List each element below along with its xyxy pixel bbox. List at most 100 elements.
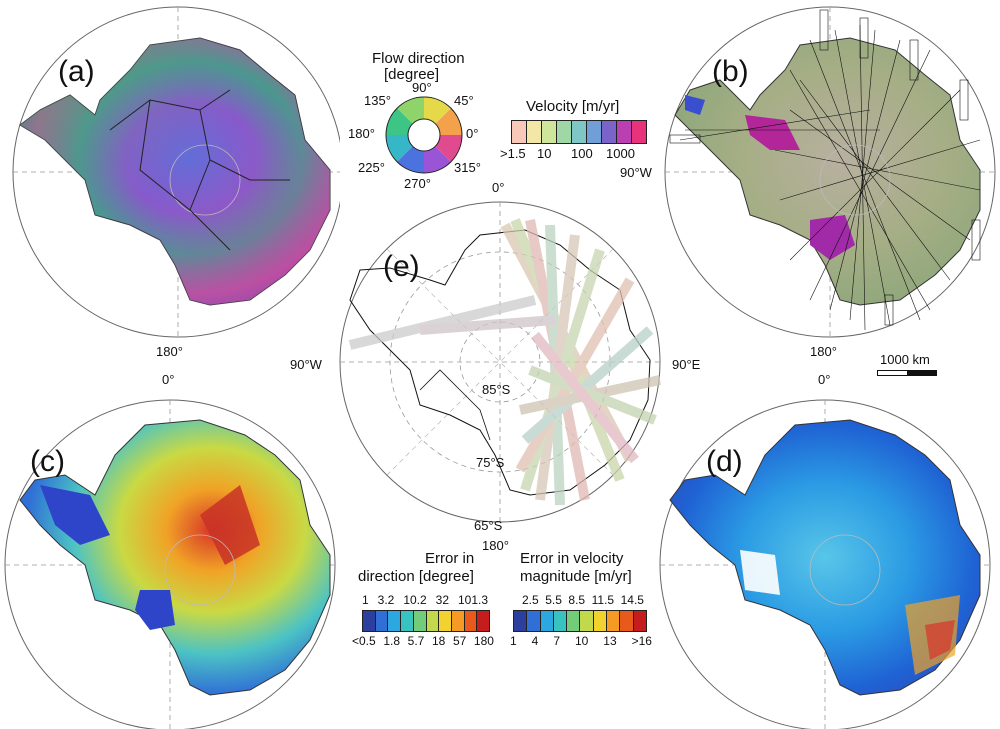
error-direction-title-line2: direction [degree] <box>358 568 474 585</box>
error-direction-top-ticks: 1 3.2 10.2 32 101.3 <box>362 593 488 607</box>
panel-e-lat-85: 85°S <box>482 382 511 397</box>
error-direction-colorbar-swatch <box>412 611 426 631</box>
error-direction-top-tick: 3.2 <box>377 593 395 607</box>
error-direction-colorbar-swatch <box>374 611 388 631</box>
error-velocity-colorbar-swatch <box>606 611 620 631</box>
velocity-colorbar <box>511 120 647 144</box>
error-velocity-colorbar-swatch <box>526 611 540 631</box>
panel-a-map <box>12 6 340 338</box>
panel-d-top-label: 0° <box>818 372 831 387</box>
velocity-legend-title: Velocity [m/yr] <box>526 98 620 115</box>
panel-b-map <box>664 6 996 338</box>
flow-direction-wheel <box>385 96 463 174</box>
velocity-tick-2: 10 <box>537 146 552 161</box>
panel-e-top-label: 0° <box>492 180 505 195</box>
error-direction-top-tick: 101.3 <box>457 593 488 607</box>
error-velocity-bottom-tick: 1 <box>510 634 517 648</box>
error-velocity-bottom-tick: 7 <box>553 634 560 648</box>
flow-tick-315: 315° <box>454 160 481 175</box>
error-direction-colorbar-swatch <box>450 611 464 631</box>
velocity-colorbar-swatch <box>586 121 601 143</box>
velocity-tick-3: 100 <box>571 146 593 161</box>
error-direction-top-tick: 1 <box>362 593 369 607</box>
error-direction-colorbar <box>362 610 490 632</box>
flow-tick-90: 90° <box>412 80 432 95</box>
flow-direction-title-line2: [degree] <box>384 66 440 83</box>
panel-c-letter: (c) <box>30 445 65 478</box>
panel-e-map <box>339 201 662 523</box>
panel-e-bottom-label: 180° <box>482 538 509 553</box>
error-direction-bottom-tick: 5.7 <box>407 634 425 648</box>
error-velocity-colorbar-swatch <box>632 611 646 631</box>
error-velocity-bottom-tick: 13 <box>603 634 617 648</box>
error-velocity-colorbar-swatch <box>552 611 567 631</box>
error-direction-colorbar-swatch <box>387 611 401 631</box>
error-velocity-bottom-tick: 4 <box>531 634 539 648</box>
velocity-colorbar-swatch <box>601 121 616 143</box>
error-direction-bottom-tick: 1.8 <box>383 634 401 648</box>
flow-tick-270: 270° <box>404 176 431 191</box>
error-direction-top-tick: 10.2 <box>403 593 427 607</box>
panel-c-antarctica <box>19 419 331 696</box>
error-velocity-colorbar-swatch <box>619 611 633 631</box>
error-direction-colorbar-swatch <box>463 611 477 631</box>
velocity-colorbar-swatch <box>526 121 541 143</box>
velocity-colorbar-swatch <box>541 121 556 143</box>
error-direction-bottom-tick: 180 <box>473 634 494 648</box>
error-direction-bottom-ticks: <0.5 1.8 5.7 18 57 180 <box>352 634 494 648</box>
panel-e-lat-75: 75°S <box>476 455 505 470</box>
flow-tick-225: 225° <box>358 160 385 175</box>
error-direction-top-tick: 32 <box>435 593 449 607</box>
panel-d-letter: (d) <box>706 445 743 478</box>
error-velocity-top-tick: 5.5 <box>545 593 562 607</box>
panel-e-antarctica-outline <box>349 229 651 496</box>
panel-e-lat-65: 65°S <box>474 518 503 533</box>
error-velocity-title-line2: magnitude [m/yr] <box>520 568 632 585</box>
panel-b-bottom-label: 180° <box>810 344 837 359</box>
panel-c-map <box>4 399 336 729</box>
velocity-colorbar-swatch <box>616 121 631 143</box>
error-velocity-colorbar-swatch <box>579 611 593 631</box>
error-direction-bottom-tick: 18 <box>431 634 446 648</box>
panel-e-tracks <box>348 218 662 506</box>
velocity-colorbar-swatch <box>512 121 526 143</box>
error-direction-colorbar-swatch <box>400 611 413 631</box>
error-direction-title-line1: Error in <box>425 550 475 567</box>
scale-bar <box>877 370 937 376</box>
error-velocity-bottom-ticks: 1 4 7 10 13 >16 <box>510 634 652 648</box>
flow-tick-0: 0° <box>466 126 479 141</box>
error-direction-colorbar-swatch <box>425 611 439 631</box>
panel-e-left-label: 90°W <box>290 357 322 372</box>
panel-e-letter: (e) <box>383 250 420 283</box>
error-velocity-colorbar-swatch <box>592 611 607 631</box>
error-direction-bottom-tick: 57 <box>452 634 467 648</box>
error-velocity-top-tick: 11.5 <box>591 593 615 607</box>
error-velocity-bottom-tick: 10 <box>574 634 589 648</box>
velocity-colorbar-swatch <box>631 121 646 143</box>
error-direction-bottom-tick: <0.5 <box>352 634 376 648</box>
error-direction-colorbar-swatch <box>363 611 375 631</box>
panel-c-top-label: 0° <box>162 372 175 387</box>
velocity-tick-1: >1.5 <box>500 146 526 161</box>
panel-b-letter: (b) <box>712 55 749 88</box>
velocity-colorbar-swatch <box>556 121 571 143</box>
error-velocity-colorbar-swatch <box>539 611 553 631</box>
error-velocity-top-ticks: 2.5 5.5 8.5 11.5 14.5 <box>522 593 644 607</box>
panel-e-right-label: 90°E <box>672 357 701 372</box>
panel-a-bottom-label: 180° <box>156 344 183 359</box>
scale-bar-label: 1000 km <box>880 352 930 367</box>
panel-b-flight-tracks <box>679 24 981 331</box>
velocity-colorbar-swatch <box>571 121 586 143</box>
error-velocity-top-tick: 2.5 <box>522 593 539 607</box>
error-velocity-colorbar-swatch <box>514 611 527 631</box>
error-direction-colorbar-swatch <box>476 611 490 631</box>
flow-tick-180: 180° <box>348 126 375 141</box>
error-velocity-colorbar <box>513 610 647 632</box>
error-velocity-title-line1: Error in velocity <box>520 550 624 567</box>
panel-b-right-label: 90°W <box>620 165 652 180</box>
panel-a-letter: (a) <box>58 55 95 88</box>
velocity-tick-4: 1000 <box>606 146 635 161</box>
panel-d-map <box>659 399 991 729</box>
error-velocity-colorbar-swatch <box>566 611 580 631</box>
error-velocity-bottom-tick: >16 <box>631 634 652 648</box>
